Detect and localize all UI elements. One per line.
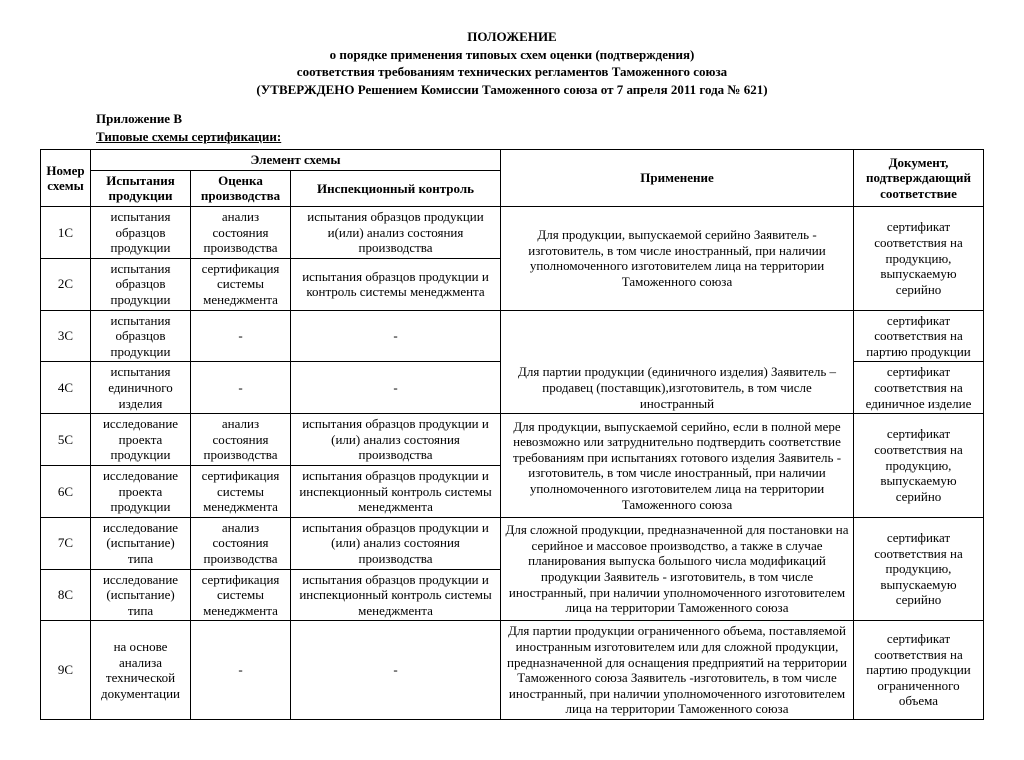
cell-eval: сертификация системы менеджмента <box>191 569 291 621</box>
cell-eval: сертификация системы менеджмента <box>191 465 291 517</box>
table-row: 9С на основе анализа технической докумен… <box>41 621 984 720</box>
appendix-line1: Приложение В <box>96 110 984 128</box>
cell-num: 8С <box>41 569 91 621</box>
cell-test: на основе анализа технической документац… <box>91 621 191 720</box>
document-title: ПОЛОЖЕНИЕ о порядке применения типовых с… <box>40 28 984 98</box>
title-line1: ПОЛОЖЕНИЕ <box>40 28 984 46</box>
cell-test: испытания образцов продукции <box>91 310 191 362</box>
table-row: 1С испытания образцов продукции анализ с… <box>41 207 984 259</box>
cell-doc: сертификат соответствия на партию продук… <box>854 310 984 362</box>
cell-doc: сертификат соответствия на продукцию, вы… <box>854 517 984 621</box>
cell-eval: - <box>191 621 291 720</box>
cell-insp: испытания образцов продукции и (или) ана… <box>291 414 501 466</box>
title-line2: о порядке применения типовых схем оценки… <box>40 46 984 64</box>
cell-num: 6С <box>41 465 91 517</box>
header-app: Применение <box>501 150 854 207</box>
header-test: Испытания продукции <box>91 170 191 206</box>
title-line4: (УТВЕРЖДЕНО Решением Комиссии Таможенног… <box>40 81 984 99</box>
cell-eval: анализ состояния производства <box>191 517 291 569</box>
cell-insp: испытания образцов продукции и(или) анал… <box>291 207 501 259</box>
cell-insp: испытания образцов продукции и инспекцио… <box>291 569 501 621</box>
table-row: 3С испытания образцов продукции - - Для … <box>41 310 984 362</box>
header-insp: Инспекционный контроль <box>291 170 501 206</box>
cell-insp: испытания образцов продукции и контроль … <box>291 258 501 310</box>
cell-app: Для партии продукции (единичного изделия… <box>501 310 854 414</box>
schemes-table: Номер схемы Элемент схемы Применение Док… <box>40 149 984 720</box>
cell-insp: - <box>291 310 501 362</box>
cell-test: испытания единичного изделия <box>91 362 191 414</box>
cell-test: исследование (испытание) типа <box>91 517 191 569</box>
cell-eval: анализ состояния производства <box>191 414 291 466</box>
cell-doc: сертификат соответствия на продукцию, вы… <box>854 414 984 518</box>
cell-test: испытания образцов продукции <box>91 258 191 310</box>
appendix-block: Приложение В Типовые схемы сертификации: <box>96 110 984 145</box>
appendix-line2: Типовые схемы сертификации: <box>96 128 984 146</box>
cell-num: 9С <box>41 621 91 720</box>
cell-eval: - <box>191 362 291 414</box>
cell-num: 1С <box>41 207 91 259</box>
cell-insp: - <box>291 621 501 720</box>
cell-app: Для сложной продукции, предназначенной д… <box>501 517 854 621</box>
cell-num: 4С <box>41 362 91 414</box>
table-row: 7С исследование (испытание) типа анализ … <box>41 517 984 569</box>
cell-test: исследование проекта продукции <box>91 414 191 466</box>
cell-eval: анализ состояния производства <box>191 207 291 259</box>
header-doc: Документ, подтверждающий соответствие <box>854 150 984 207</box>
cell-num: 7С <box>41 517 91 569</box>
cell-insp: - <box>291 362 501 414</box>
cell-num: 3С <box>41 310 91 362</box>
cell-num: 5С <box>41 414 91 466</box>
header-element: Элемент схемы <box>91 150 501 171</box>
cell-doc: сертификат соответствия на продукцию, вы… <box>854 207 984 311</box>
cell-app: Для продукции, выпускаемой серийно, если… <box>501 414 854 518</box>
cell-app: Для партии продукции ограниченного объем… <box>501 621 854 720</box>
cell-doc: сертификат соответствия на партию продук… <box>854 621 984 720</box>
cell-num: 2С <box>41 258 91 310</box>
cell-test: испытания образцов продукции <box>91 207 191 259</box>
header-num: Номер схемы <box>41 150 91 207</box>
cell-eval: сертификация системы менеджмента <box>191 258 291 310</box>
table-row: 5С исследование проекта продукции анализ… <box>41 414 984 466</box>
cell-insp: испытания образцов продукции и (или) ана… <box>291 517 501 569</box>
cell-test: исследование проекта продукции <box>91 465 191 517</box>
cell-test: исследование (испытание) типа <box>91 569 191 621</box>
cell-insp: испытания образцов продукции и инспекцио… <box>291 465 501 517</box>
title-line3: соответствия требованиям технических рег… <box>40 63 984 81</box>
header-eval: Оценка производства <box>191 170 291 206</box>
cell-doc: сертификат соответствия на единичное изд… <box>854 362 984 414</box>
cell-app: Для продукции, выпускаемой серийно Заяви… <box>501 207 854 311</box>
cell-eval: - <box>191 310 291 362</box>
